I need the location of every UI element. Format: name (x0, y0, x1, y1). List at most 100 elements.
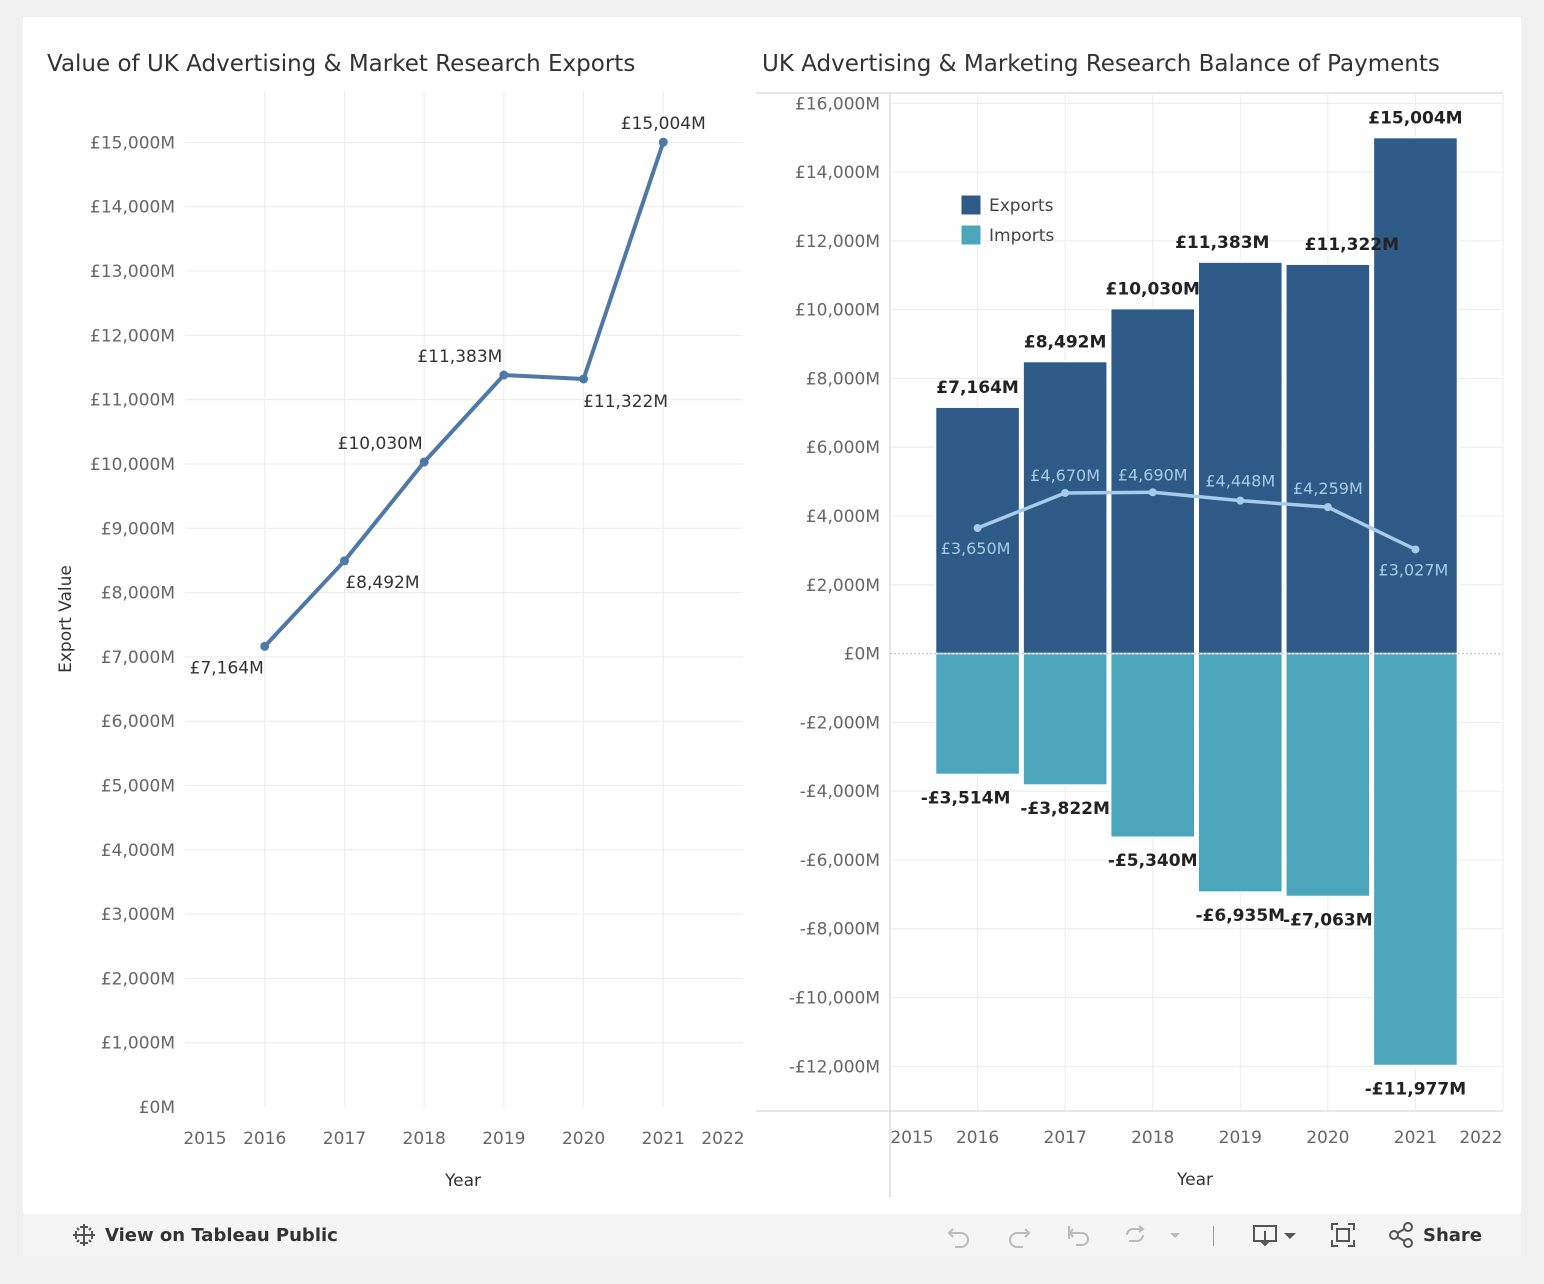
line-data-label: £7,164M (190, 658, 264, 678)
tableau-toolbar: View on Tableau Public (23, 1214, 1521, 1256)
x-tick-label: 2019 (1219, 1128, 1262, 1148)
download-icon (1251, 1221, 1299, 1249)
exports-bar (1022, 360, 1108, 655)
left-line-chart: £0M £1,000M £2,000M £3,000M £4,000M £5,000M £6… (56, 91, 745, 1191)
y-tick-label: -£6,000M (800, 851, 880, 871)
y-tick-label: £4,000M (806, 507, 880, 527)
y-tick-label: -£4,000M (800, 782, 880, 802)
x-tick-label: 2016 (956, 1128, 999, 1148)
exports-data-label: £11,383M (1175, 233, 1269, 253)
x-tick-label: 2015 (890, 1128, 933, 1148)
y-tick-label: £14,000M (795, 163, 880, 183)
x-tick-label: 2018 (403, 1129, 446, 1149)
y-tick-label: £7,000M (101, 648, 175, 668)
x-tick-label: 2020 (562, 1129, 605, 1149)
line-data-label: £11,322M (583, 392, 668, 412)
y-tick-label: -£10,000M (789, 989, 880, 1009)
legend-label-imports: Imports (989, 226, 1054, 246)
y-tick-label: £2,000M (806, 576, 880, 596)
y-tick-label: £12,000M (90, 326, 175, 346)
export-value-line (263, 141, 666, 648)
x-tick-label: 2015 (183, 1129, 226, 1149)
y-tick-label: £16,000M (795, 94, 880, 114)
y-tick-label: £11,000M (90, 391, 175, 411)
share-label: Share (1423, 1224, 1483, 1246)
line-point (499, 370, 509, 380)
net-balance-data-label: £3,027M (1379, 560, 1449, 579)
net-balance-point (1148, 488, 1157, 497)
line-data-label: £10,030M (338, 434, 423, 454)
undo-icon (945, 1221, 973, 1249)
net-balance-data-label: £4,259M (1293, 479, 1363, 498)
refresh-dropdown-button[interactable] (1167, 1214, 1183, 1256)
line-data-label: £11,383M (417, 347, 502, 367)
tableau-viz: Value of UK Advertising & Market Researc… (23, 17, 1521, 1214)
y-tick-label: £15,000M (90, 133, 175, 153)
imports-bar (1285, 652, 1371, 898)
view-on-tableau-public-link[interactable]: View on Tableau Public (71, 1214, 338, 1256)
exports-data-label: £15,004M (1368, 109, 1462, 129)
y-tick-label: £10,000M (90, 455, 175, 475)
net-balance-point (1411, 545, 1420, 554)
x-tick-label: 2022 (701, 1129, 744, 1149)
net-balance-point (973, 524, 982, 533)
x-tick-label: 2022 (1459, 1128, 1502, 1148)
net-balance-point (1061, 488, 1070, 497)
y-tick-label: £0M (844, 645, 880, 665)
net-balance-point (1236, 496, 1245, 505)
download-button[interactable] (1251, 1214, 1299, 1256)
fullscreen-button[interactable] (1329, 1214, 1357, 1256)
imports-data-label: -£3,822M (1020, 799, 1110, 819)
refresh-icon (1121, 1221, 1149, 1249)
y-axis-title: Export Value (56, 565, 76, 673)
y-tick-label: £12,000M (795, 232, 880, 252)
revert-icon (1065, 1221, 1093, 1249)
y-tick-label: £5,000M (101, 776, 175, 796)
left-chart-title: Value of UK Advertising & Market Researc… (47, 51, 635, 77)
y-tick-label: -£8,000M (800, 920, 880, 940)
x-tick-label: 2016 (243, 1129, 286, 1149)
undo-button[interactable] (945, 1214, 973, 1256)
y-tick-label: £2,000M (101, 969, 175, 989)
x-tick-label: 2019 (482, 1129, 525, 1149)
refresh-button[interactable] (1121, 1214, 1149, 1256)
line-point (419, 457, 429, 467)
y-tick-label: -£12,000M (789, 1057, 880, 1077)
x-tick-label: 2018 (1131, 1128, 1174, 1148)
net-balance-data-label: £3,650M (941, 539, 1011, 558)
net-balance-data-label: £4,670M (1030, 466, 1100, 485)
redo-icon (1005, 1221, 1033, 1249)
x-tick-label: 2017 (1044, 1128, 1087, 1148)
redo-button[interactable] (1005, 1214, 1033, 1256)
x-tick-label: 2020 (1306, 1128, 1349, 1148)
imports-data-label: -£11,977M (1365, 1079, 1466, 1099)
imports-data-label: -£3,514M (921, 788, 1011, 808)
y-tick-label: £13,000M (90, 262, 175, 282)
exports-data-label: £11,322M (1305, 235, 1399, 255)
net-balance-point (1323, 503, 1332, 512)
share-button[interactable]: Share (1387, 1214, 1482, 1256)
net-balance-line (976, 490, 1417, 552)
y-tick-label: £3,000M (101, 905, 175, 925)
dashboard-canvas: Value of UK Advertising & Market Researc… (47, 51, 1504, 1197)
net-balance-data-label: £4,690M (1118, 465, 1188, 484)
line-point (260, 641, 270, 651)
y-tick-label: £1,000M (101, 1034, 175, 1054)
imports-data-label: -£5,340M (1108, 851, 1198, 871)
y-tick-label: £14,000M (90, 198, 175, 218)
exports-bar (1109, 307, 1196, 655)
x-axis-title: Year (444, 1171, 481, 1191)
right-bar-chart: -£12,000M -£10,000M -£8,000M -£6,000M -£4,00… (756, 92, 1504, 1197)
y-tick-label: £4,000M (101, 841, 175, 861)
exports-data-label: £10,030M (1106, 280, 1200, 300)
imports-data-label: -£7,063M (1283, 910, 1373, 930)
fullscreen-icon (1329, 1221, 1357, 1249)
imports-data-label: -£6,935M (1195, 906, 1285, 926)
share-icon (1387, 1221, 1415, 1249)
y-tick-label: £6,000M (806, 438, 880, 458)
tableau-logo-icon (71, 1222, 97, 1248)
y-tick-label: £8,000M (806, 369, 880, 389)
imports-bar (1372, 652, 1459, 1067)
revert-button[interactable] (1065, 1214, 1093, 1256)
y-tick-label: £0M (139, 1098, 175, 1118)
